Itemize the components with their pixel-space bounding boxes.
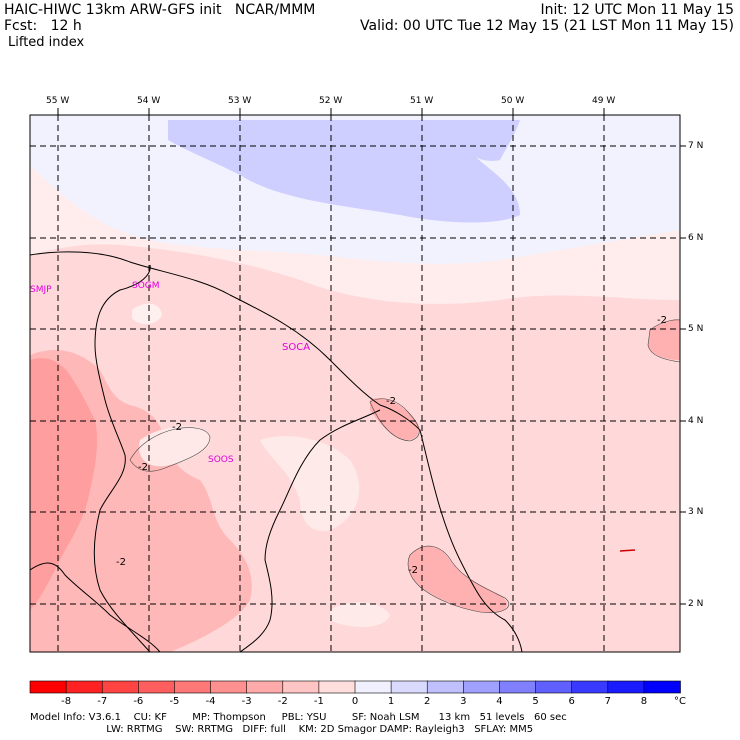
- lat-label-7n: 7 N: [688, 141, 704, 151]
- lon-label-49w: 49 W: [592, 96, 616, 106]
- lat-label-4n: 4 N: [688, 416, 704, 426]
- station-label-smjp: SMJP: [30, 285, 52, 295]
- colorbar-swatch: [210, 680, 248, 694]
- colorbar-unit: °C: [674, 696, 686, 707]
- colorbar-tick-label: 4: [496, 696, 502, 707]
- lon-label-55w: 55 W: [46, 96, 70, 106]
- contour-line: [619, 549, 636, 552]
- contour-label: -2: [172, 422, 182, 433]
- contour-label: -2: [657, 315, 667, 326]
- colorbar-swatch: [174, 680, 212, 694]
- lat-label-5n: 5 N: [688, 324, 704, 334]
- colorbar-swatch: [643, 680, 681, 694]
- colorbar-swatch: [246, 680, 284, 694]
- colorbar-tick-label: -7: [97, 696, 107, 707]
- chart-title: HAIC-HIWC 13km ARW-GFS init NCAR/MMM: [4, 2, 316, 18]
- map-frame: [29, 114, 681, 653]
- lon-label-53w: 53 W: [228, 96, 252, 106]
- contour-label: -2: [386, 396, 396, 407]
- model-info-line2: LW: RRTMG SW: RRTMG DIFF: full KM: 2D Sm…: [30, 724, 534, 735]
- colorbar-tick-label: -5: [169, 696, 179, 707]
- lat-label-3n: 3 N: [688, 507, 704, 517]
- contour-label: -2: [138, 462, 148, 473]
- station-label-soos: SOOS: [208, 455, 234, 465]
- colorbar-tick-label: 1: [388, 696, 394, 707]
- shade-minus3-east: [648, 319, 680, 360]
- lon-label-51w: 51 W: [410, 96, 434, 106]
- colorbar-tick-label: 0: [352, 696, 358, 707]
- colorbar-tick-label: -3: [242, 696, 252, 707]
- contour-line: [369, 398, 420, 442]
- shade-light-blob: [132, 303, 162, 325]
- lat-label-6n: 6 N: [688, 233, 704, 243]
- colorbar-tick-label: -1: [314, 696, 324, 707]
- contour-line: [129, 427, 211, 472]
- colorbar-swatch: [571, 680, 609, 694]
- colorbar-tick-label: -2: [278, 696, 288, 707]
- colorbar-swatch: [354, 680, 392, 694]
- shade-cool-patch-2: [330, 602, 390, 627]
- colorbar-tick-label: -4: [206, 696, 216, 707]
- colorbar-swatch: [101, 680, 140, 694]
- field-name: Lifted index: [8, 35, 85, 50]
- colorbar-tick-label: 3: [460, 696, 466, 707]
- colorbar-swatch: [535, 680, 573, 694]
- colorbar-swatch: [29, 680, 67, 694]
- shade-minus3-coast: [370, 398, 420, 440]
- lon-label-50w: 50 W: [501, 96, 525, 106]
- border-guyana-suriname: [93, 264, 151, 653]
- shade-minus3-south: [408, 545, 508, 613]
- colorbar-swatch: [65, 680, 104, 694]
- shade-cool-patch: [260, 436, 360, 531]
- lon-label-52w: 52 W: [319, 96, 343, 106]
- contour-label: -2: [408, 565, 418, 576]
- colorbar-tick-label: -6: [133, 696, 143, 707]
- colorbar-swatch: [426, 680, 465, 694]
- station-label-soca: SOCA: [282, 342, 310, 353]
- contour-label: -2: [116, 557, 126, 568]
- colorbar-tick-label: 7: [605, 696, 611, 707]
- border-west: [29, 562, 161, 653]
- border-suriname-guiana: [239, 409, 381, 653]
- lat-label-2n: 2 N: [688, 599, 704, 609]
- colorbar-swatch: [318, 680, 356, 694]
- colorbar-tick-label: 8: [641, 696, 647, 707]
- forecast-hour: Fcst: 12 h: [4, 18, 82, 34]
- colorbar-tick-label: -8: [61, 696, 71, 707]
- lon-label-54w: 54 W: [137, 96, 161, 106]
- colorbar-swatch: [138, 680, 176, 694]
- colorbar-tick-label: 5: [532, 696, 538, 707]
- station-label-sogm: SOGM: [132, 281, 160, 291]
- coastline: [29, 251, 523, 653]
- colorbar-swatch: [390, 680, 429, 694]
- lat-ticks: [680, 145, 686, 605]
- colorbar-tick-label: 2: [424, 696, 430, 707]
- colorbar-tick-label: 6: [568, 696, 574, 707]
- colorbar-swatch: [607, 680, 645, 694]
- init-time: Init: 12 UTC Mon 11 May 15: [540, 2, 734, 18]
- lon-ticks: [57, 108, 605, 115]
- colorbar-swatch: [282, 680, 320, 694]
- valid-time: Valid: 00 UTC Tue 12 May 15 (21 LST Mon …: [360, 18, 734, 34]
- colorbar-swatch: [499, 680, 537, 694]
- model-info-line1: Model Info: V3.6.1 CU: KF MP: Thompson P…: [30, 712, 567, 723]
- colorbar-swatch: [463, 680, 501, 694]
- lat-lon-grid: [30, 115, 680, 652]
- colorbar: -8 -7 -6 -5 -4 -3 -2 -1 0 1 2 3 4 5 6 7 8 °C: [29, 680, 686, 707]
